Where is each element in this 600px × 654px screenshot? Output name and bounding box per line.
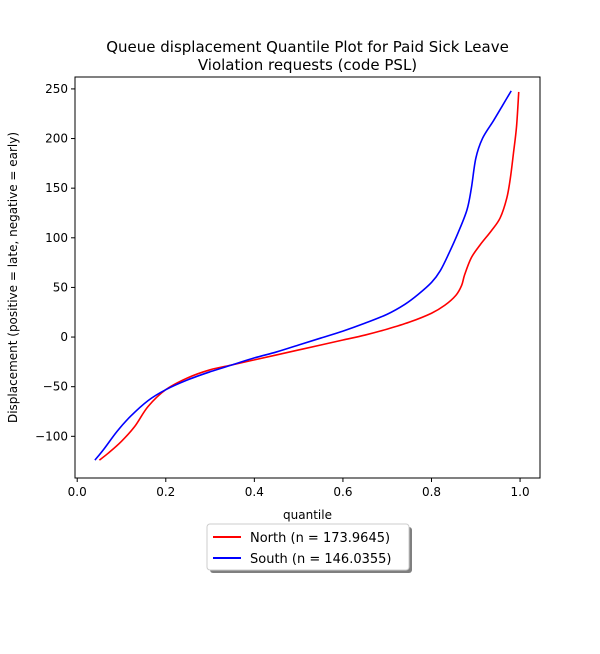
axes-frame [74, 76, 541, 479]
chart-title-line: Queue displacement Quantile Plot for Pai… [106, 38, 509, 56]
x-tick-label: 0.2 [156, 485, 175, 499]
series-line-north [98, 91, 520, 461]
y-tick-label: 200 [45, 132, 68, 146]
chart-title: Queue displacement Quantile Plot for Pai… [106, 38, 509, 74]
y-tick-label: 100 [45, 231, 68, 245]
y-axis-ticks: −100 −50 0 50 100 150 200 250 [35, 82, 75, 443]
legend-label: South (n = 146.0355) [250, 552, 391, 567]
legend-box [206, 523, 410, 571]
x-axis-label: quantile [283, 508, 332, 522]
y-tick-label: 250 [45, 82, 68, 96]
y-tick-label: 0 [60, 330, 68, 344]
legend-label: North (n = 173.9645) [250, 531, 390, 546]
legend: North (n = 173.9645) South (n = 146.0355) [206, 523, 412, 573]
x-axis-ticks: 0.0 0.2 0.4 0.6 0.8 1.0 [68, 478, 530, 499]
x-tick-label: 0.6 [333, 485, 352, 499]
series-line-south [94, 90, 512, 461]
series-lines [94, 90, 520, 461]
x-tick-label: 0.0 [68, 485, 87, 499]
x-tick-label: 1.0 [511, 485, 530, 499]
y-tick-label: −50 [43, 380, 68, 394]
y-tick-label: 50 [53, 280, 68, 294]
y-tick-label: −100 [35, 429, 68, 443]
x-tick-label: 0.8 [422, 485, 441, 499]
y-axis-label: Displacement (positive = late, negative … [6, 132, 20, 423]
x-tick-label: 0.4 [245, 485, 264, 499]
chart-title-line: Violation requests (code PSL) [198, 56, 417, 74]
y-tick-label: 150 [45, 181, 68, 195]
